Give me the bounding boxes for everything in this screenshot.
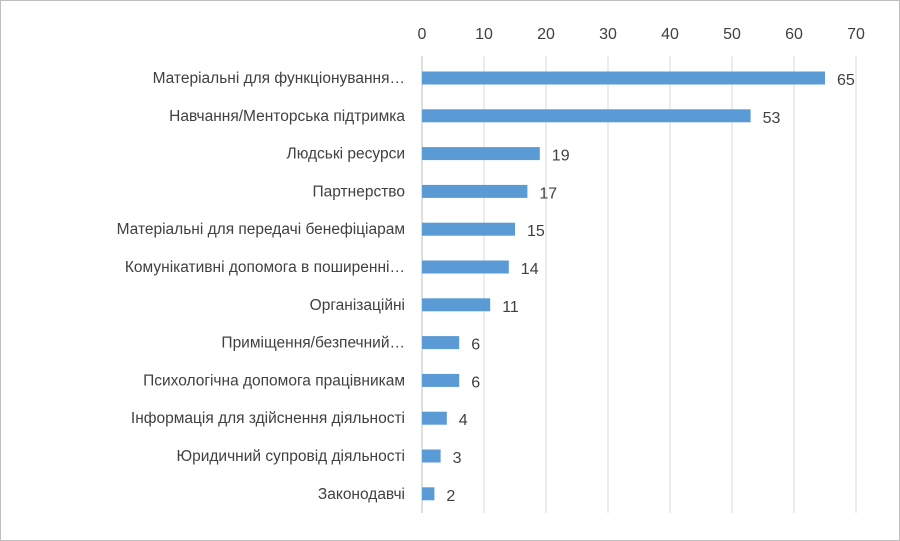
category-label: Комунікативні допомога в поширенні… (125, 259, 405, 276)
bar (422, 147, 540, 161)
data-label: 4 (459, 412, 468, 429)
data-label: 53 (763, 110, 781, 127)
bar (422, 373, 460, 387)
x-tick-label: 10 (475, 26, 493, 43)
bar (422, 222, 515, 236)
category-label: Організаційні (310, 297, 405, 314)
x-tick-label: 70 (847, 26, 865, 43)
category-label: Приміщення/безпечний… (221, 335, 405, 352)
x-tick-label: 0 (418, 26, 427, 43)
data-label: 15 (527, 223, 545, 240)
bar (422, 411, 447, 425)
data-label: 65 (837, 72, 855, 89)
category-label: Людські ресурси (287, 146, 405, 163)
bar (422, 336, 460, 350)
data-label: 3 (453, 450, 462, 467)
category-label: Партнерство (313, 183, 405, 200)
data-label: 11 (502, 299, 519, 316)
category-label: Навчання/Менторська підтримка (169, 108, 405, 125)
bar (422, 71, 825, 85)
category-label: Законодавчі (318, 486, 405, 503)
bar (422, 109, 751, 123)
data-label: 14 (521, 261, 539, 278)
category-label: Матеріальні для функціонування… (153, 70, 405, 87)
x-tick-label: 50 (723, 26, 741, 43)
data-label: 6 (471, 337, 480, 354)
category-label: Психологічна допомога працівникам (143, 372, 405, 389)
bar (422, 260, 509, 274)
category-label: Юридичний супровід діяльності (176, 448, 405, 465)
x-tick-label: 30 (599, 26, 617, 43)
bar (422, 298, 491, 312)
data-label: 17 (539, 185, 557, 202)
data-label: 6 (471, 374, 480, 391)
x-tick-label: 60 (785, 26, 803, 43)
bar (422, 449, 441, 463)
category-label: Інформація для здійснення діяльності (131, 410, 405, 427)
bar (422, 487, 435, 501)
category-label: Матеріальні для передачі бенефіціарам (117, 221, 405, 238)
x-tick-label: 40 (661, 26, 679, 43)
x-tick-label: 20 (537, 26, 555, 43)
data-label: 19 (552, 148, 570, 165)
bar (422, 184, 528, 198)
data-label: 2 (446, 488, 455, 505)
